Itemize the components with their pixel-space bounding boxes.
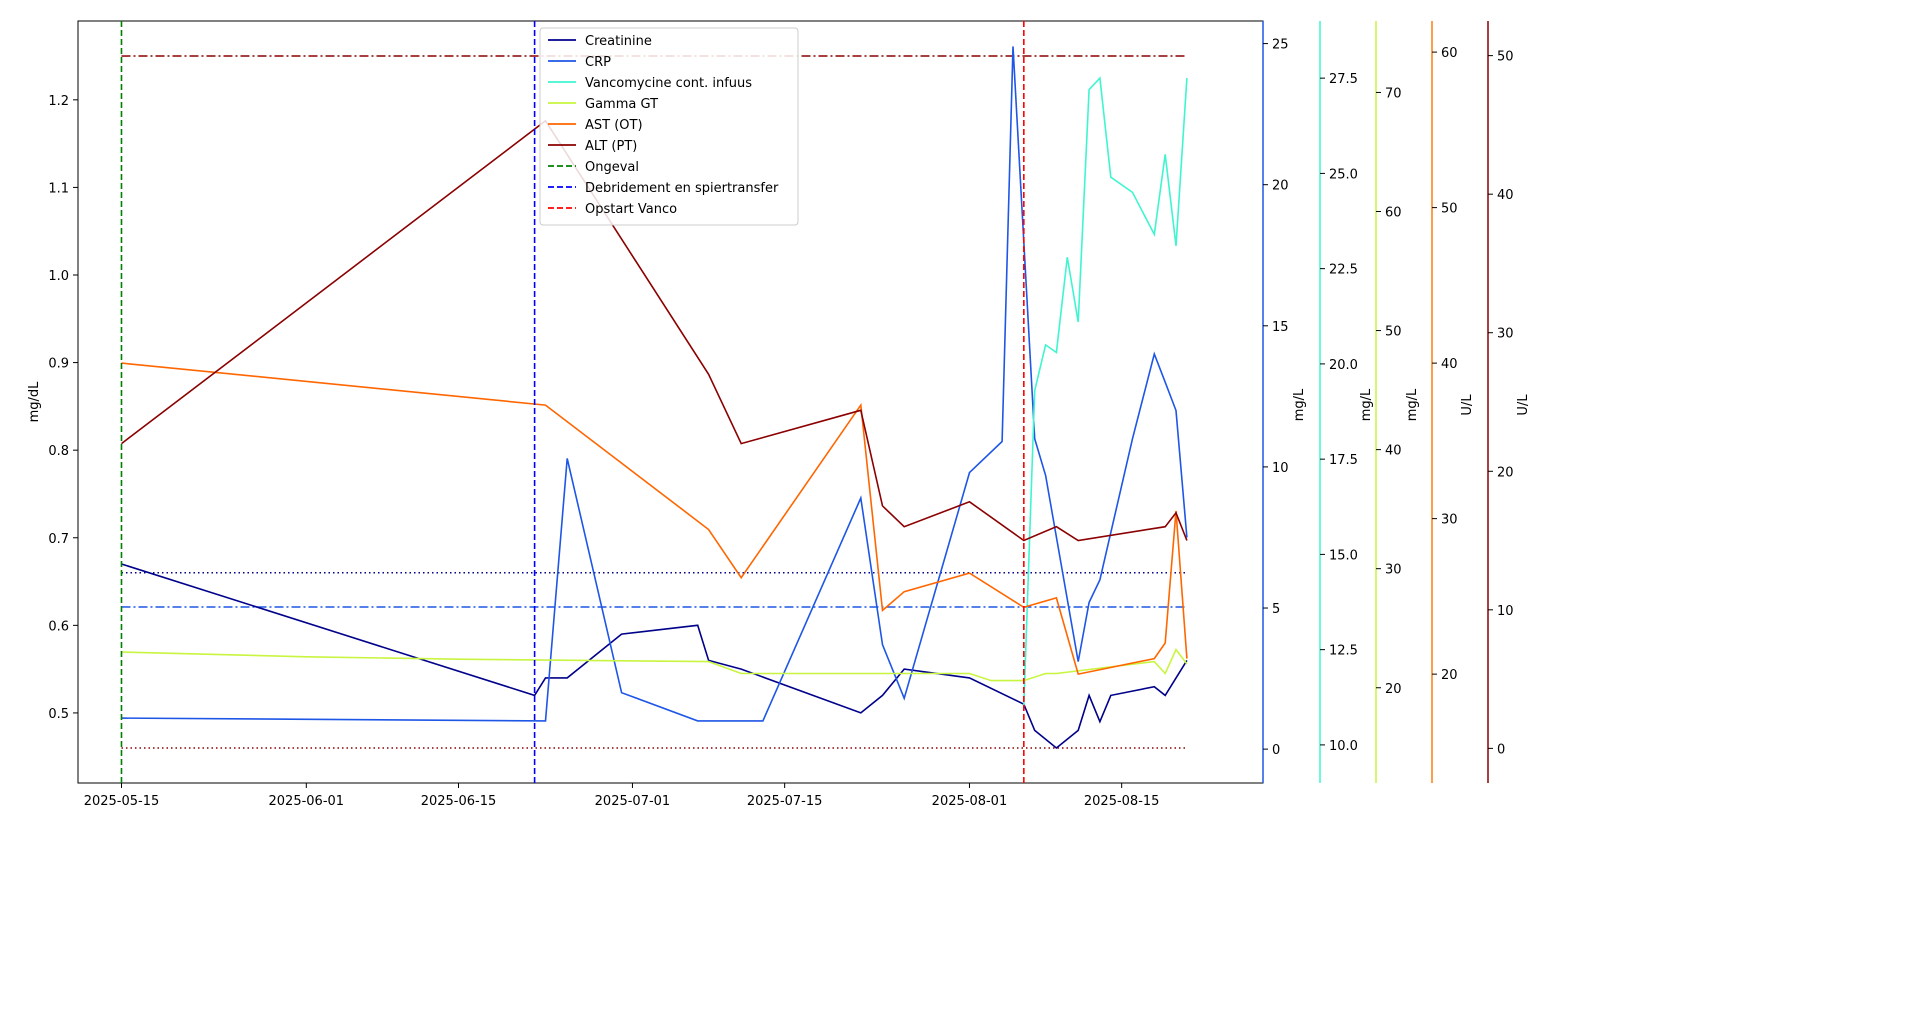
ax2-label: mg/L	[1359, 388, 1374, 421]
ax0-tick-label-1: 0.6	[48, 619, 69, 634]
series-line-2	[1023, 76, 1188, 707]
ax5-tick-label-1: 10	[1497, 604, 1514, 619]
ax3-tick-label-1: 30	[1385, 563, 1402, 578]
ax4-tick-label-1: 30	[1441, 513, 1458, 528]
ax2-tick-label-4: 20.0	[1329, 358, 1358, 373]
ax2-tick-label-6: 25.0	[1329, 167, 1358, 182]
x-tick-label-0: 2025-05-15	[84, 794, 160, 809]
series-line-3	[121, 648, 1188, 682]
ax3-label: mg/L	[1405, 388, 1420, 421]
ax5-tick-label-2: 20	[1497, 465, 1514, 480]
legend-label-1: CRP	[585, 55, 611, 70]
ax0-tick-label-6: 1.1	[48, 181, 69, 196]
ax5-tick-label-3: 30	[1497, 327, 1514, 342]
ax0-tick-label-2: 0.7	[48, 532, 69, 547]
ax2-tick-label-2: 15.0	[1329, 548, 1358, 563]
legend-label-4: AST (OT)	[585, 118, 643, 133]
legend-label-6: Ongeval	[585, 160, 639, 175]
ax4-tick-label-0: 20	[1441, 668, 1458, 683]
legend-label-0: Creatinine	[585, 34, 652, 49]
ax5-tick-label-4: 40	[1497, 188, 1514, 203]
ax4-tick-label-4: 60	[1441, 46, 1458, 61]
ax1-tick-label-3: 15	[1272, 320, 1289, 335]
ax3-tick-label-2: 40	[1385, 444, 1402, 459]
ax4-label: U/L	[1460, 394, 1475, 416]
legend-label-2: Vancomycine cont. infuus	[585, 76, 752, 91]
ax4-tick-label-2: 40	[1441, 357, 1458, 372]
ax2-tick-label-7: 27.5	[1329, 72, 1358, 87]
ax0-tick-label-7: 1.2	[48, 94, 69, 109]
ax1-tick-label-4: 20	[1272, 179, 1289, 194]
ax0-label: mg/dL	[27, 381, 42, 423]
legend-label-5: ALT (PT)	[585, 139, 637, 154]
ax2-tick-label-5: 22.5	[1329, 263, 1358, 278]
ax2-tick-label-0: 10.0	[1329, 739, 1358, 754]
x-tick-label-5: 2025-08-01	[932, 794, 1008, 809]
x-tick-label-1: 2025-06-01	[269, 794, 345, 809]
x-tick-label-4: 2025-07-15	[747, 794, 823, 809]
legend-label-7: Debridement en spiertransfer	[585, 181, 779, 196]
x-tick-label-6: 2025-08-15	[1084, 794, 1160, 809]
ax2-tick-label-3: 17.5	[1329, 453, 1358, 468]
ax5-tick-label-5: 50	[1497, 50, 1514, 65]
ax4-tick-label-3: 50	[1441, 202, 1458, 217]
ax5-tick-label-0: 0	[1497, 742, 1505, 757]
ax2-tick-label-1: 12.5	[1329, 644, 1358, 659]
ax1-tick-label-2: 10	[1272, 461, 1289, 476]
ax1-tick-label-0: 0	[1272, 743, 1280, 758]
series-line-4	[121, 362, 1188, 676]
ax3-tick-label-0: 20	[1385, 682, 1402, 697]
x-tick-label-3: 2025-07-01	[595, 794, 671, 809]
x-tick-label-2: 2025-06-15	[421, 794, 497, 809]
ax1-tick-label-1: 5	[1272, 602, 1280, 617]
ax0-tick-label-4: 0.9	[48, 357, 69, 372]
legend-label-3: Gamma GT	[585, 97, 658, 112]
ax3-tick-label-3: 50	[1385, 325, 1402, 340]
ax1-label: mg/L	[1292, 388, 1307, 421]
ax0-tick-label-5: 1.0	[48, 269, 69, 284]
ax5-label: U/L	[1516, 394, 1531, 416]
series-line-1	[121, 46, 1188, 722]
ax1-tick-label-5: 25	[1272, 38, 1289, 53]
ax0-tick-label-3: 0.8	[48, 444, 69, 459]
ax0-tick-label-0: 0.5	[48, 707, 69, 722]
series-line-5	[121, 119, 1188, 542]
ax3-tick-label-5: 70	[1385, 86, 1402, 101]
legend-box	[539, 27, 799, 226]
legend-label-8: Opstart Vanco	[585, 202, 677, 217]
ax3-tick-label-4: 60	[1385, 206, 1402, 221]
